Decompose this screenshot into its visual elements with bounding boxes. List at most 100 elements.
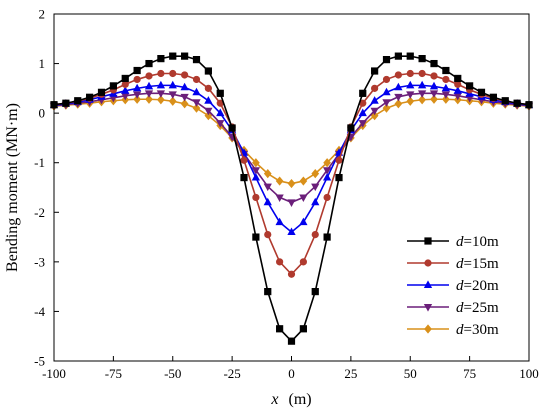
data-point — [157, 55, 165, 63]
data-point — [394, 99, 403, 109]
data-point — [323, 233, 331, 241]
legend-label: d=25m — [456, 300, 499, 316]
data-point — [424, 259, 432, 267]
series-5 — [50, 94, 533, 189]
legend-item: d=30m — [407, 322, 499, 338]
data-point — [382, 75, 391, 84]
data-point — [311, 183, 320, 192]
data-point — [276, 325, 284, 333]
data-point — [121, 80, 129, 88]
data-point — [299, 217, 308, 226]
data-point — [132, 91, 142, 99]
x-axis-variable: x — [270, 391, 278, 408]
data-point — [299, 258, 307, 266]
y-tick-label: -1 — [34, 155, 45, 170]
x-tick-label: -75 — [105, 366, 122, 381]
series-4 — [49, 90, 534, 207]
x-tick-label: -25 — [223, 366, 240, 381]
data-point — [406, 69, 414, 78]
x-tick-label: -100 — [42, 366, 66, 381]
data-point — [156, 90, 166, 98]
data-point — [263, 183, 272, 192]
data-point — [311, 230, 319, 239]
legend-value: =15m — [464, 256, 499, 272]
legend-value: =25m — [464, 300, 499, 316]
data-point — [424, 324, 432, 334]
data-point — [418, 95, 426, 105]
plot-frame — [53, 13, 530, 362]
legend-label: d=15m — [456, 256, 499, 272]
series-layer — [49, 52, 534, 345]
series-line — [53, 84, 530, 234]
data-point — [168, 91, 177, 99]
data-point — [335, 156, 343, 164]
data-point — [406, 80, 415, 89]
data-point — [418, 55, 426, 63]
y-tick-label: 0 — [39, 106, 46, 121]
x-tick-label: 75 — [463, 366, 476, 381]
legend-variable: d — [456, 256, 464, 272]
data-point — [264, 230, 272, 239]
data-point — [322, 167, 332, 175]
data-point — [441, 83, 451, 92]
data-point — [240, 173, 248, 182]
data-point — [216, 120, 225, 128]
data-point — [394, 82, 403, 91]
data-point — [358, 120, 367, 128]
data-point — [430, 59, 438, 68]
data-point — [423, 280, 433, 288]
data-point — [370, 107, 379, 116]
data-point — [311, 197, 320, 206]
data-point — [204, 96, 213, 104]
data-point — [133, 75, 141, 84]
data-point — [287, 270, 296, 278]
data-point — [347, 124, 355, 132]
data-point — [157, 95, 165, 105]
legend-item: d=10m — [407, 234, 499, 250]
data-point — [252, 158, 260, 168]
data-point — [216, 108, 225, 117]
data-point — [299, 176, 308, 186]
legend-label: d=30m — [456, 322, 499, 338]
data-point — [145, 72, 153, 80]
data-point — [358, 108, 367, 117]
data-point — [216, 89, 224, 97]
data-point — [429, 81, 439, 90]
data-point — [97, 88, 106, 96]
data-point — [417, 90, 427, 98]
data-point — [466, 82, 474, 90]
data-point — [275, 194, 284, 202]
data-point — [382, 56, 391, 64]
data-point — [251, 173, 261, 181]
data-point — [168, 80, 177, 89]
data-point — [180, 93, 189, 102]
data-point — [240, 156, 248, 164]
data-point — [335, 173, 343, 182]
y-tick-label: 2 — [39, 7, 46, 22]
data-point — [287, 178, 296, 189]
data-point — [406, 96, 415, 106]
data-point — [192, 75, 201, 84]
legend-value: =20m — [464, 278, 499, 294]
data-point — [144, 81, 154, 90]
y-tick-label: -4 — [34, 304, 45, 319]
y-tick-label: -3 — [34, 254, 45, 269]
x-axis-unit: (m) — [289, 391, 312, 408]
data-point — [299, 325, 307, 333]
data-point — [62, 99, 70, 107]
data-point — [145, 94, 153, 104]
data-point — [157, 69, 165, 78]
data-point — [406, 91, 415, 99]
data-point — [109, 82, 117, 90]
data-point — [287, 227, 296, 236]
data-point — [192, 87, 201, 96]
x-tick-label: 0 — [288, 366, 295, 381]
data-point — [501, 97, 509, 105]
data-point — [429, 90, 439, 98]
legend-item: d=20m — [407, 278, 499, 294]
data-point — [263, 197, 272, 206]
legend-item: d=15m — [407, 256, 499, 272]
data-point — [418, 69, 426, 78]
